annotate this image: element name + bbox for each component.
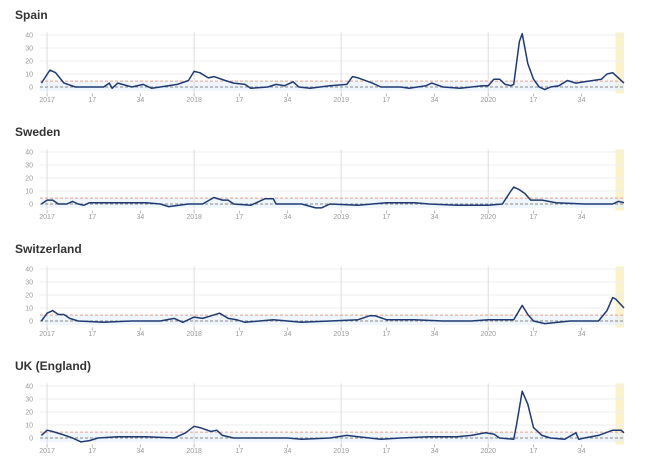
x-tick-label: 2020	[480, 97, 496, 104]
y-tick-label: 40	[25, 150, 33, 157]
x-tick-label: 34	[431, 97, 439, 104]
x-tick-label: 34	[136, 448, 144, 455]
y-tick-label: 40	[25, 267, 33, 274]
y-tick-label: 20	[25, 176, 33, 183]
chart-svg: 0 10 20 30 40 2017 17 34 2018 17 34 2019 17 34 2020 17 3…	[25, 149, 625, 221]
y-tick-label: 30	[25, 163, 33, 170]
x-tick-label: 2020	[480, 214, 496, 221]
x-tick-label: 34	[431, 448, 439, 455]
y-tick-label: 10	[25, 423, 33, 430]
x-tick-label: 34	[431, 214, 439, 221]
series-line	[40, 32, 625, 91]
chart-panel: UK (England) 0 10 20 30 40 2017 17 34 2018 17 34 201…	[0, 351, 647, 468]
x-tick-label: 2019	[333, 214, 349, 221]
highlight-band	[615, 32, 624, 94]
x-tick-label: 2018	[186, 331, 202, 338]
x-tick-label: 17	[235, 331, 243, 338]
x-tick-label: 34	[136, 331, 144, 338]
y-tick-label: 20	[25, 410, 33, 417]
chart-svg: 0 10 20 30 40 2017 17 34 2018 17 34 2019 17 34 2020 17 3…	[25, 32, 625, 104]
y-tick-label: 30	[25, 46, 33, 53]
y-tick-label: 10	[25, 306, 33, 313]
x-tick-label: 34	[431, 331, 439, 338]
x-tick-label: 34	[284, 448, 292, 455]
x-tick-label: 17	[530, 331, 538, 338]
chart-panel: Spain 0 10 20 30 40 2017 17 34 2018 17 34 2019 17 34 20…	[0, 0, 647, 117]
x-tick-label: 2020	[480, 331, 496, 338]
y-tick-label: 0	[29, 436, 33, 443]
y-tick-label: 20	[25, 59, 33, 66]
x-tick-label: 17	[530, 214, 538, 221]
x-tick-label: 2018	[186, 448, 202, 455]
x-tick-label: 34	[136, 97, 144, 104]
x-tick-label: 34	[578, 448, 586, 455]
chart-svg: 0 10 20 30 40 2017 17 34 2018 17 34 2019 17 34 2020 17 3…	[25, 266, 625, 338]
y-tick-label: 10	[25, 189, 33, 196]
y-tick-label: 30	[25, 280, 33, 287]
x-tick-label: 34	[284, 331, 292, 338]
highlight-band	[615, 383, 624, 445]
x-tick-label: 2018	[186, 97, 202, 104]
x-tick-label: 34	[578, 331, 586, 338]
x-tick-label: 17	[383, 214, 391, 221]
x-tick-label: 17	[235, 448, 243, 455]
y-tick-label: 0	[29, 202, 33, 209]
x-tick-label: 2019	[333, 97, 349, 104]
x-tick-label: 17	[88, 214, 96, 221]
x-tick-label: 2017	[39, 448, 55, 455]
highlight-band	[615, 266, 624, 328]
chart-title: Switzerland	[15, 242, 82, 256]
x-tick-label: 17	[383, 448, 391, 455]
baseline-band	[40, 315, 624, 325]
x-tick-label: 2020	[480, 448, 496, 455]
y-tick-label: 10	[25, 72, 33, 79]
chart-panel: Sweden 0 10 20 30 40 2017 17 34 2018 17 34 2019 17 34 2…	[0, 117, 647, 234]
x-tick-label: 34	[578, 97, 586, 104]
x-tick-label: 34	[136, 214, 144, 221]
chart-panel: Switzerland 0 10 20 30 40 2017 17 34 2018 17 34 2019…	[0, 234, 647, 351]
y-tick-label: 0	[29, 85, 33, 92]
x-tick-label: 17	[530, 97, 538, 104]
chart-svg: 0 10 20 30 40 2017 17 34 2018 17 34 2019 17 34 2020 17 3…	[25, 383, 625, 455]
chart-title: Spain	[15, 8, 48, 22]
series-line	[40, 390, 625, 443]
x-tick-label: 2017	[39, 214, 55, 221]
baseline-band	[40, 198, 624, 208]
x-tick-label: 34	[284, 97, 292, 104]
highlight-band	[615, 149, 624, 211]
x-tick-label: 2019	[333, 448, 349, 455]
x-tick-label: 34	[578, 214, 586, 221]
chart-title: UK (England)	[15, 359, 91, 373]
series-line	[40, 186, 625, 209]
y-tick-label: 20	[25, 293, 33, 300]
chart-title: Sweden	[15, 125, 61, 139]
x-tick-label: 2019	[333, 331, 349, 338]
series-line	[40, 296, 625, 325]
x-tick-label: 17	[383, 331, 391, 338]
y-tick-label: 0	[29, 319, 33, 326]
x-tick-label: 17	[530, 448, 538, 455]
x-tick-label: 17	[235, 97, 243, 104]
x-tick-label: 17	[88, 331, 96, 338]
x-tick-label: 2017	[39, 331, 55, 338]
y-tick-label: 30	[25, 397, 33, 404]
y-tick-label: 40	[25, 384, 33, 391]
y-tick-label: 40	[25, 33, 33, 40]
x-tick-label: 17	[235, 214, 243, 221]
x-tick-label: 17	[88, 448, 96, 455]
x-tick-label: 17	[88, 97, 96, 104]
x-tick-label: 34	[284, 214, 292, 221]
x-tick-label: 2018	[186, 214, 202, 221]
x-tick-label: 17	[383, 97, 391, 104]
x-tick-label: 2017	[39, 97, 55, 104]
